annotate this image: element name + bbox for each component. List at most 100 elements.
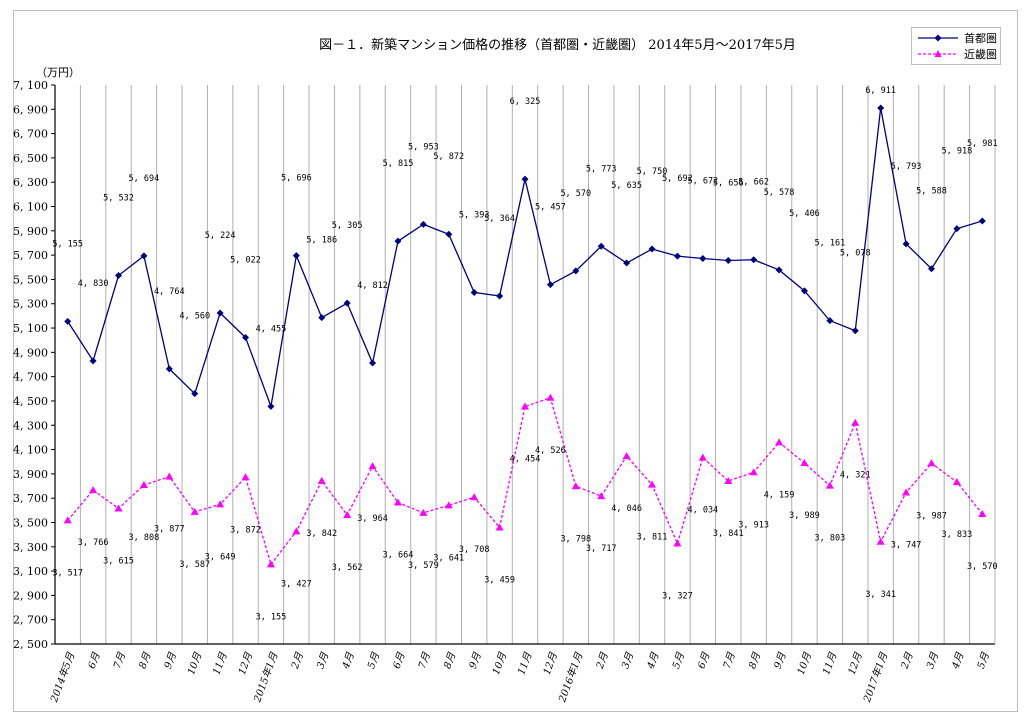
triangle-marker-icon bbox=[63, 516, 72, 524]
x-tick-label: 11月 bbox=[212, 650, 230, 676]
x-tick-label: 3月 bbox=[315, 650, 331, 670]
y-tick-label: 4, 500 bbox=[13, 395, 48, 408]
diamond-marker-icon bbox=[851, 327, 859, 335]
x-tick-label: 3月 bbox=[620, 650, 636, 670]
y-tick-label: 3, 900 bbox=[13, 468, 48, 481]
data-label: 5, 022 bbox=[230, 256, 261, 266]
y-tick-label: 6, 700 bbox=[13, 128, 48, 141]
data-label: 3, 913 bbox=[738, 520, 769, 530]
x-tick-label: 6月 bbox=[392, 650, 408, 670]
data-label: 3, 811 bbox=[637, 533, 668, 543]
diamond-marker-icon bbox=[623, 259, 631, 267]
data-label: 3, 649 bbox=[205, 552, 236, 562]
data-label: 4, 764 bbox=[154, 287, 185, 297]
diamond-marker-icon bbox=[140, 252, 148, 260]
data-label: 5, 692 bbox=[662, 174, 693, 184]
triangle-marker-icon bbox=[546, 393, 555, 401]
triangle-marker-icon bbox=[190, 507, 199, 515]
y-tick-label: 6, 500 bbox=[13, 152, 48, 165]
data-label: 4, 560 bbox=[179, 312, 210, 322]
y-tick-label: 3, 100 bbox=[13, 565, 48, 578]
triangle-marker-icon bbox=[266, 560, 275, 568]
data-label: 4, 455 bbox=[256, 324, 287, 334]
y-tick-label: 4, 700 bbox=[13, 371, 48, 384]
data-label: 5, 364 bbox=[484, 214, 515, 224]
diamond-marker-icon bbox=[648, 245, 656, 253]
data-label: 5, 773 bbox=[586, 164, 617, 174]
y-tick-label: 5, 300 bbox=[13, 298, 48, 311]
triangle-marker-icon bbox=[470, 493, 479, 501]
y-tick-label: 2, 500 bbox=[13, 638, 48, 651]
triangle-marker-icon bbox=[673, 539, 682, 547]
y-tick-label: 2, 700 bbox=[13, 614, 48, 627]
diamond-marker-icon bbox=[800, 287, 808, 295]
diamond-marker-icon bbox=[572, 267, 580, 275]
data-label: 4, 046 bbox=[611, 504, 642, 514]
x-tick-label: 10月 bbox=[796, 650, 814, 676]
triangle-marker-icon bbox=[292, 527, 301, 535]
y-tick-label: 4, 300 bbox=[13, 419, 48, 432]
data-label: 3, 798 bbox=[560, 534, 591, 544]
data-label: 5, 224 bbox=[205, 231, 236, 241]
data-label: 5, 570 bbox=[560, 189, 591, 199]
y-tick-label: 4, 100 bbox=[13, 444, 48, 457]
data-label: 3, 989 bbox=[789, 511, 820, 521]
x-tick-label: 3月 bbox=[925, 650, 941, 670]
triangle-marker-icon bbox=[114, 504, 123, 512]
y-tick-label: 2, 900 bbox=[13, 589, 48, 602]
diamond-marker-icon bbox=[699, 255, 707, 263]
x-tick-label: 2月 bbox=[899, 650, 916, 671]
data-label: 3, 517 bbox=[52, 568, 83, 578]
x-tick-label: 12月 bbox=[847, 650, 865, 676]
diamond-marker-icon bbox=[673, 252, 681, 260]
triangle-marker-icon bbox=[648, 480, 657, 488]
diamond-marker-icon bbox=[343, 299, 351, 307]
y-tick-label: 7, 100 bbox=[13, 79, 48, 92]
x-tick-label: 2016年1月 bbox=[556, 650, 586, 705]
triangle-marker-icon bbox=[89, 486, 98, 494]
diamond-marker-icon bbox=[775, 266, 783, 274]
data-label: 5, 981 bbox=[967, 139, 998, 149]
triangle-marker-icon bbox=[775, 438, 784, 446]
diamond-marker-icon bbox=[64, 317, 72, 325]
data-label: 3, 717 bbox=[586, 544, 617, 554]
y-tick-label: 3, 300 bbox=[13, 541, 48, 554]
data-label: 3, 664 bbox=[383, 551, 414, 561]
x-tick-label: 10月 bbox=[186, 650, 204, 676]
diamond-marker-icon bbox=[470, 288, 478, 296]
diamond-marker-icon bbox=[267, 402, 275, 410]
x-tick-label: 11月 bbox=[821, 650, 839, 676]
y-tick-label: 4, 900 bbox=[13, 346, 48, 359]
data-label: 5, 635 bbox=[611, 181, 642, 191]
diamond-marker-icon bbox=[927, 265, 935, 273]
y-tick-label: 5, 700 bbox=[13, 249, 48, 262]
data-label: 3, 964 bbox=[357, 514, 388, 524]
data-label: 5, 750 bbox=[637, 167, 668, 177]
diamond-marker-icon bbox=[546, 281, 554, 289]
diamond-marker-icon bbox=[445, 230, 453, 238]
chart-frame bbox=[13, 10, 1018, 712]
x-tick-label: 4月 bbox=[950, 650, 967, 671]
data-label: 3, 872 bbox=[230, 525, 261, 535]
diamond-marker-icon bbox=[877, 104, 885, 112]
y-tick-label: 3, 700 bbox=[13, 492, 48, 505]
data-label: 3, 587 bbox=[179, 560, 210, 570]
data-label: 3, 842 bbox=[306, 529, 337, 539]
data-label: 5, 672 bbox=[687, 177, 718, 187]
chart-title: 図－１．新築マンション価格の推移（首都圏・近畿圏） 2014年5月～2017年5… bbox=[319, 38, 796, 53]
data-label: 4, 812 bbox=[357, 281, 388, 291]
y-tick-label: 5, 500 bbox=[13, 273, 48, 286]
x-tick-label: 10月 bbox=[491, 650, 509, 676]
triangle-marker-icon bbox=[571, 482, 580, 490]
data-label: 3, 987 bbox=[916, 511, 947, 521]
x-tick-label: 2014年5月 bbox=[48, 650, 78, 705]
y-tick-label: 5, 900 bbox=[13, 225, 48, 238]
diamond-marker-icon bbox=[750, 256, 758, 264]
x-tick-label: 12月 bbox=[542, 650, 560, 676]
diamond-marker-icon bbox=[394, 237, 402, 245]
data-label: 3, 747 bbox=[891, 540, 922, 550]
x-tick-label: 5月 bbox=[976, 650, 992, 670]
diamond-marker-icon bbox=[826, 317, 834, 325]
x-tick-label: 5月 bbox=[671, 650, 687, 670]
data-label: 5, 953 bbox=[408, 142, 439, 152]
